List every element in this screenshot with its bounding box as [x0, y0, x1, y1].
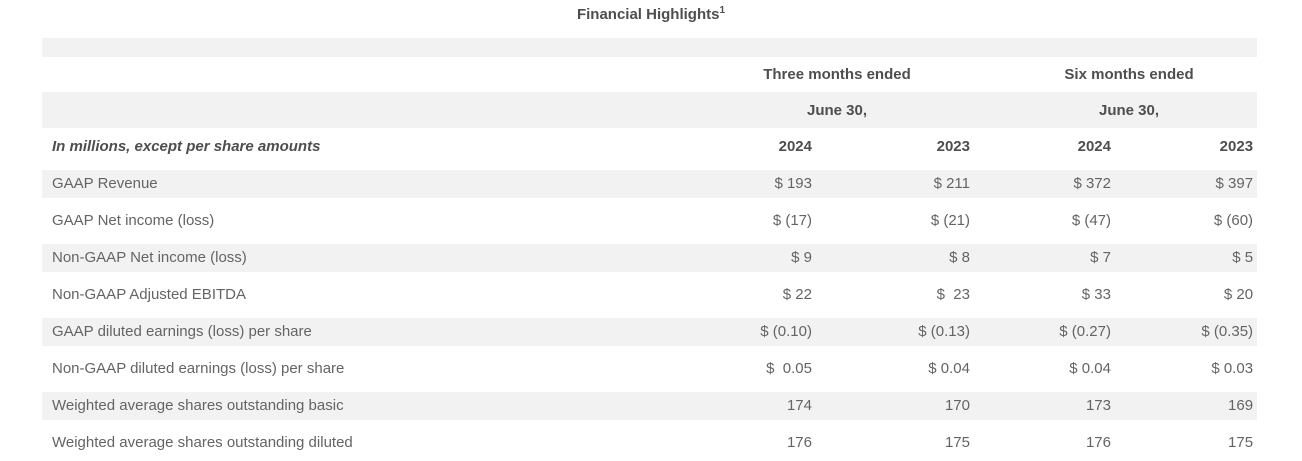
value-cell: $ 0.04 [816, 350, 974, 387]
year-header: 2023 [936, 138, 970, 155]
value-cell: $ (0.27) [974, 313, 1115, 350]
row-label: Weighted average shares outstanding basi… [42, 387, 700, 424]
value-cell: 175 [816, 424, 974, 461]
page-title-footnote-marker: 1 [719, 5, 726, 16]
financial-highlights-table: Three months ended Six months ended June… [42, 38, 1258, 461]
value-cell: $ 0.03 [1115, 350, 1258, 387]
value-cell: $ (17) [700, 202, 816, 239]
value-cell: $ 211 [816, 165, 974, 202]
spacer-band [42, 38, 1258, 57]
value-cell: $ 9 [700, 239, 816, 276]
row-label: Non-GAAP diluted earnings (loss) per sha… [42, 350, 700, 387]
value-cell: $ (0.10) [700, 313, 816, 350]
value-cell: 170 [816, 387, 974, 424]
page-title-text: Financial Highlights [576, 6, 720, 23]
table-row: Weighted average shares outstanding basi… [42, 387, 1258, 424]
units-note: In millions, except per share amounts [52, 138, 321, 155]
value-cell: $ (47) [974, 202, 1115, 239]
empty-cell [42, 57, 700, 92]
value-cell: $ 0.05 [700, 350, 816, 387]
period-header-row: Three months ended Six months ended [42, 57, 1257, 92]
value-cell: $ 397 [1115, 165, 1258, 202]
row-label: GAAP diluted earnings (loss) per share [42, 313, 700, 350]
value-cell: 176 [974, 424, 1115, 461]
value-cell: $ 23 [816, 276, 974, 313]
value-cell: $ 0.04 [974, 350, 1115, 387]
date-header-row: June 30, June 30, [42, 92, 1258, 128]
year-header: 2024 [1077, 138, 1111, 155]
table-row: Non-GAAP diluted earnings (loss) per sha… [42, 350, 1258, 387]
row-label: Non-GAAP Adjusted EBITDA [42, 276, 700, 313]
value-cell: $ 20 [1115, 276, 1258, 313]
row-label: GAAP Net income (loss) [42, 202, 700, 239]
table-row: Non-GAAP Net income (loss) $ 9 $ 8 $ 7 $… [42, 239, 1258, 276]
date-header-six-months: June 30, [974, 92, 1258, 128]
value-cell: $ (21) [816, 202, 974, 239]
table-row: Non-GAAP Adjusted EBITDA $ 22 $ 23 $ 33 … [42, 276, 1258, 313]
value-cell: 174 [700, 387, 816, 424]
value-cell: $ (0.35) [1115, 313, 1258, 350]
table-row: GAAP Revenue $ 193 $ 211 $ 372 $ 397 [42, 165, 1258, 202]
value-cell: 169 [1115, 387, 1258, 424]
value-cell: $ 22 [700, 276, 816, 313]
date-header-three-months: June 30, [700, 92, 974, 128]
table-row: GAAP Net income (loss) $ (17) $ (21) $ (… [42, 202, 1258, 239]
value-cell: $ (60) [1115, 202, 1258, 239]
value-cell: $ 7 [974, 239, 1115, 276]
row-label: Weighted average shares outstanding dilu… [42, 424, 700, 461]
value-cell: 176 [700, 424, 816, 461]
value-cell: $ 5 [1115, 239, 1258, 276]
row-label: GAAP Revenue [42, 165, 700, 202]
table-body: GAAP Revenue $ 193 $ 211 $ 372 $ 397 GAA… [42, 165, 1258, 461]
value-cell: $ 193 [700, 165, 816, 202]
group-header-three-months: Three months ended [763, 66, 911, 83]
value-cell: $ 372 [974, 165, 1115, 202]
value-cell: $ 8 [816, 239, 974, 276]
table-row: GAAP diluted earnings (loss) per share $… [42, 313, 1258, 350]
year-header-row: In millions, except per share amounts 20… [42, 128, 1257, 165]
row-label: Non-GAAP Net income (loss) [42, 239, 700, 276]
year-header: 2023 [1219, 138, 1254, 155]
spacer-row [42, 38, 1258, 57]
value-cell: $ (0.13) [816, 313, 974, 350]
page-title: Financial Highlights1 [0, 0, 1302, 28]
table-header: Three months ended Six months ended June… [42, 38, 1258, 165]
value-cell: 175 [1115, 424, 1258, 461]
year-header: 2024 [778, 138, 812, 155]
table-row: Weighted average shares outstanding dilu… [42, 424, 1258, 461]
value-cell: 173 [974, 387, 1115, 424]
value-cell: $ 33 [974, 276, 1115, 313]
group-header-six-months: Six months ended [1064, 66, 1194, 83]
empty-cell [42, 92, 700, 128]
